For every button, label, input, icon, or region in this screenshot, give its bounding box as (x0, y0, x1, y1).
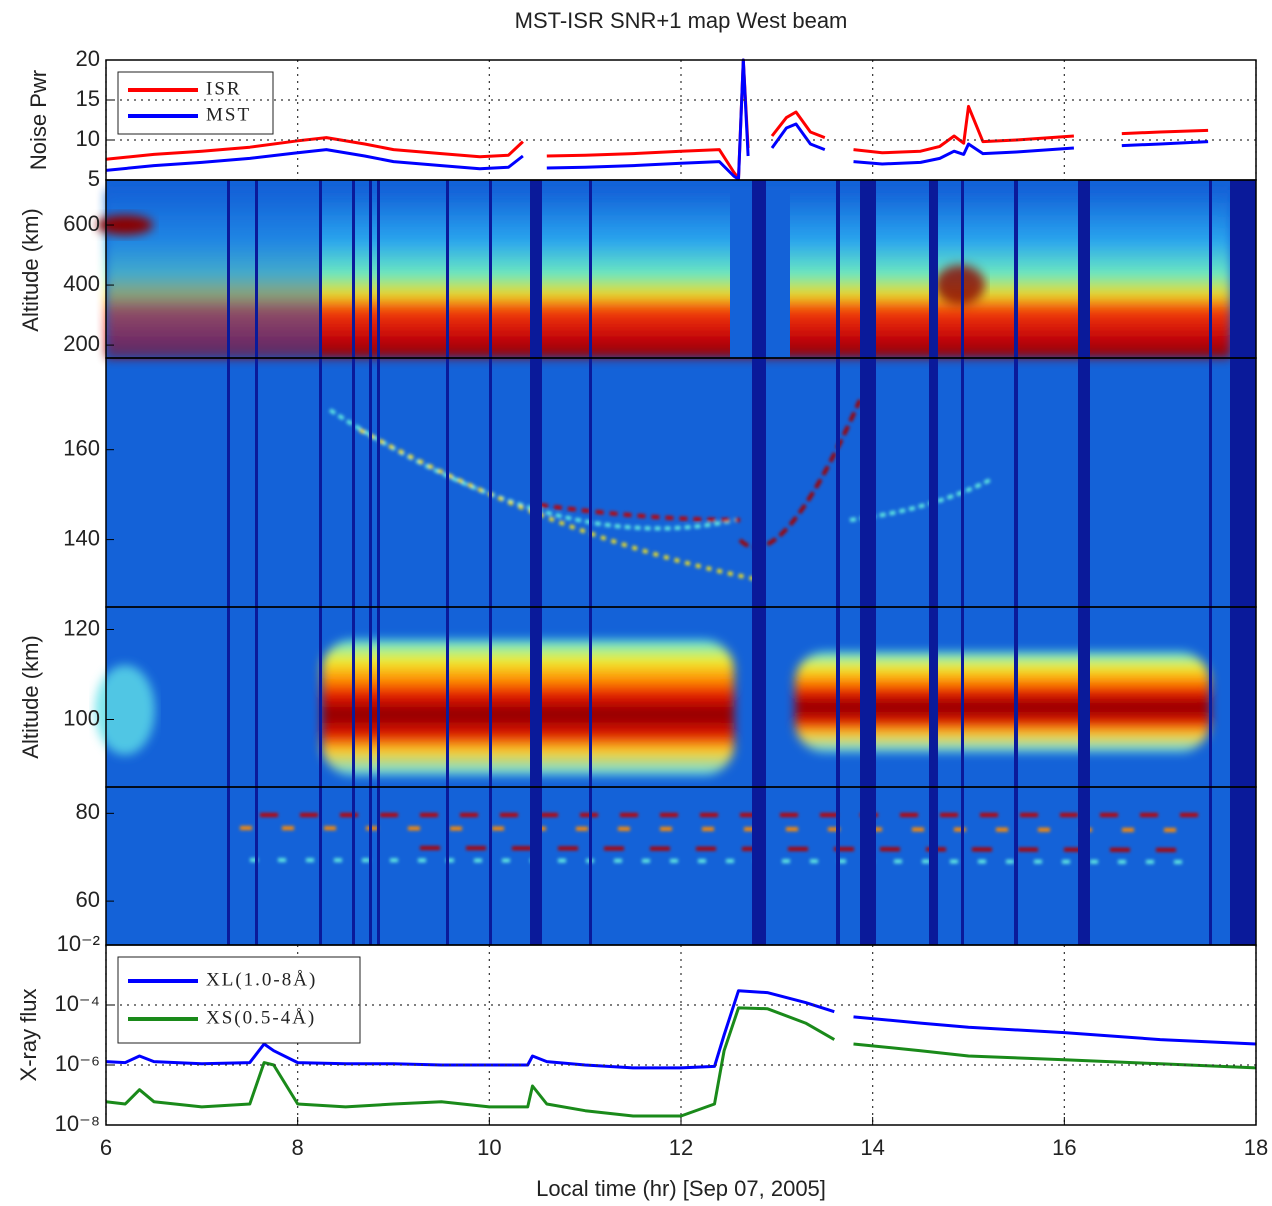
y-tick-label: 10⁻⁶ (55, 1051, 100, 1076)
x-tick-label: 6 (100, 1135, 112, 1160)
legend-label: ISR (206, 78, 242, 99)
y-tick-label: 10⁻² (57, 931, 100, 956)
y-tick-label: 600 (63, 211, 100, 236)
y-tick-label: 400 (63, 271, 100, 296)
legend-box (117, 71, 274, 135)
series-line (105, 58, 1209, 180)
chart-title: MST-ISR SNR+1 map West beam (515, 8, 848, 33)
x-tick-label: 14 (860, 1135, 884, 1160)
y-axis-label: Noise Pwr (26, 70, 51, 170)
legend-box (117, 956, 361, 1044)
y-tick-label: 140 (63, 525, 100, 550)
y-tick-label: 200 (63, 331, 100, 356)
y-tick-label: 80 (76, 799, 100, 824)
x-tick-label: 16 (1052, 1135, 1076, 1160)
y-tick-label: 15 (76, 86, 100, 111)
y-tick-label: 120 (63, 615, 100, 640)
heatmap-image (95, 180, 1256, 945)
y-axis-label: Altitude (km) (18, 635, 43, 758)
y-tick-label: 100 (63, 705, 100, 730)
y-axis-label: Altitude (km) (18, 208, 43, 331)
x-tick-label: 10 (477, 1135, 501, 1160)
series-line (105, 58, 1209, 181)
x-axis-label: Local time (hr) [Sep 07, 2005] (536, 1176, 826, 1201)
series-line (105, 989, 1257, 1070)
x-tick-label: 8 (292, 1135, 304, 1160)
y-tick-label: 5 (88, 166, 100, 191)
x-tick-label: 12 (669, 1135, 693, 1160)
x-tick-label: 18 (1244, 1135, 1268, 1160)
y-tick-label: 10⁻⁴ (54, 991, 100, 1016)
y-axis-label: X-ray flux (16, 989, 41, 1082)
legend-label: MST (206, 104, 251, 125)
series-line (105, 1006, 1257, 1118)
y-tick-label: 20 (76, 46, 100, 71)
y-tick-label: 60 (76, 887, 100, 912)
y-tick-label: 10⁻⁸ (55, 1111, 100, 1136)
y-tick-label: 160 (63, 436, 100, 461)
y-tick-label: 10 (76, 126, 100, 151)
legend-label: XS(0.5-4Å) (206, 1007, 316, 1028)
legend-label: XL(1.0-8Å) (206, 969, 317, 990)
